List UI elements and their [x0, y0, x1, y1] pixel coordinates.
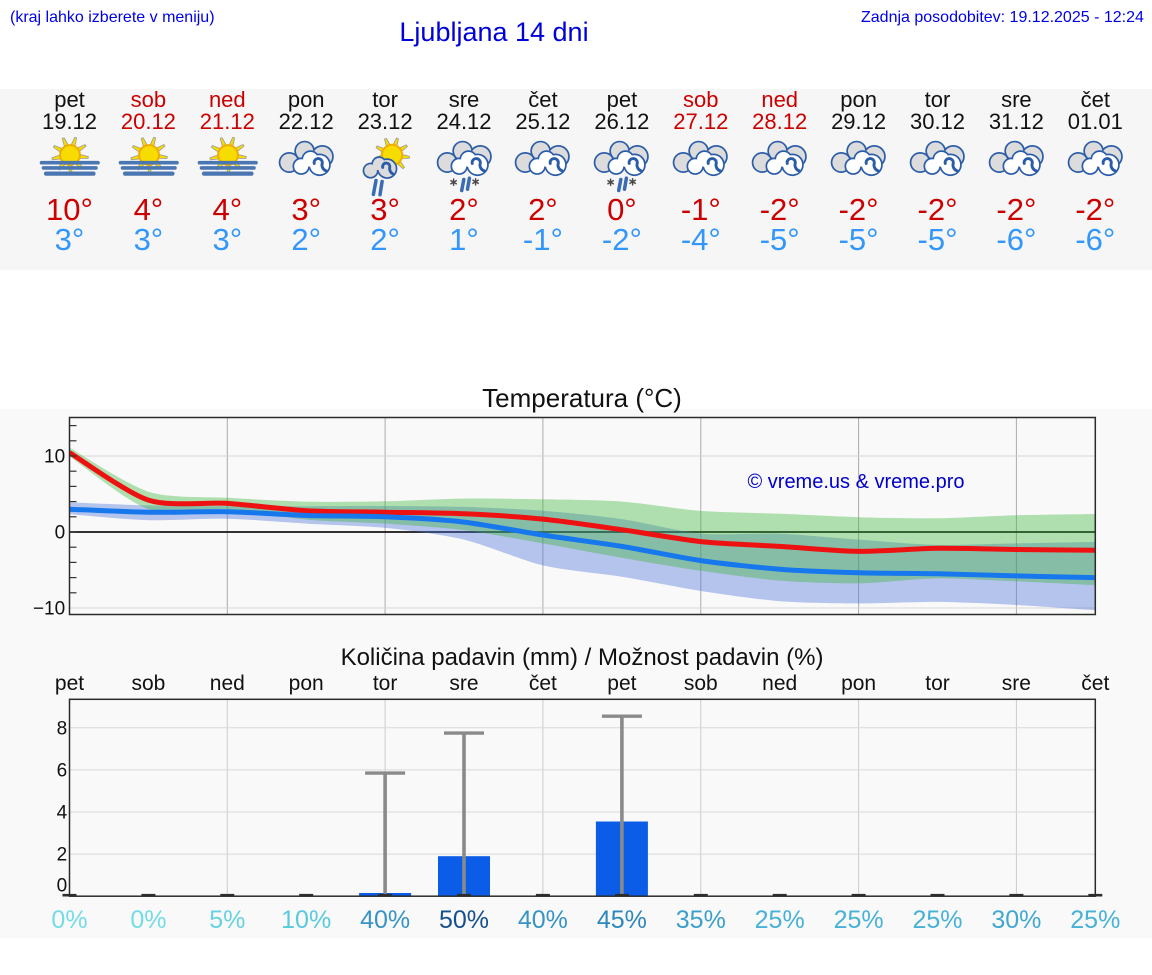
svg-text:2: 2: [57, 845, 68, 866]
svg-text:4: 4: [57, 803, 68, 824]
svg-text:0: 0: [55, 523, 66, 544]
svg-text:0: 0: [57, 876, 68, 897]
svg-text:10: 10: [44, 447, 65, 468]
svg-text:−10: −10: [33, 599, 65, 620]
svg-text:8: 8: [57, 718, 68, 739]
svg-text:6: 6: [57, 760, 68, 781]
